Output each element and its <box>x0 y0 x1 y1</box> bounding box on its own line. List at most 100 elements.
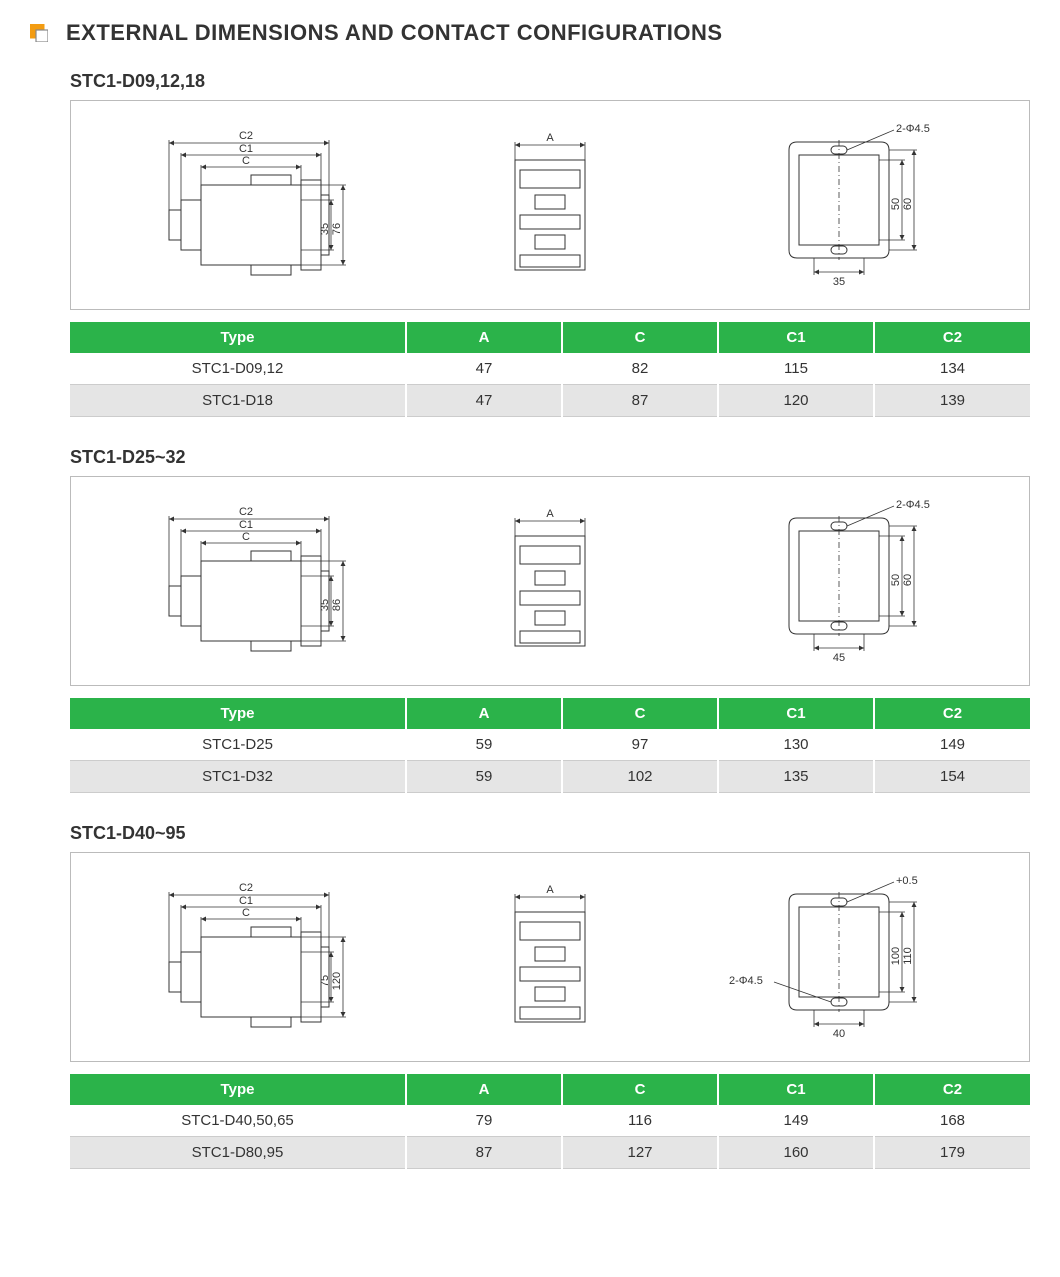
table-header: C <box>562 322 718 353</box>
svg-text:C1: C1 <box>239 143 253 155</box>
svg-text:C1: C1 <box>239 895 253 907</box>
table-cell: 149 <box>874 729 1030 761</box>
table-header: C2 <box>874 1074 1030 1105</box>
table-cell: 102 <box>562 761 718 793</box>
table-cell: 116 <box>562 1105 718 1137</box>
table-cell: STC1-D25 <box>70 729 406 761</box>
svg-text:75: 75 <box>319 975 331 987</box>
diagram-front-view: A <box>400 506 699 656</box>
table-cell: STC1-D80,95 <box>70 1137 406 1169</box>
svg-text:76: 76 <box>331 223 343 235</box>
table-header: C2 <box>874 698 1030 729</box>
table-header: A <box>406 322 562 353</box>
section-title: STC1-D40~95 <box>70 823 1030 844</box>
diagram-mount-view: +0.5 2-Φ4.5 110100 40 <box>700 872 999 1042</box>
table-cell: 160 <box>718 1137 874 1169</box>
table-cell: 97 <box>562 729 718 761</box>
table-cell: 47 <box>406 353 562 385</box>
table-cell: 154 <box>874 761 1030 793</box>
svg-text:86: 86 <box>331 599 343 611</box>
table-cell: 130 <box>718 729 874 761</box>
table-cell: 168 <box>874 1105 1030 1137</box>
table-header: C <box>562 698 718 729</box>
svg-text:50: 50 <box>890 198 902 210</box>
table-cell: 79 <box>406 1105 562 1137</box>
table-cell: 59 <box>406 761 562 793</box>
table-cell: 87 <box>406 1137 562 1169</box>
svg-text:C2: C2 <box>239 130 253 142</box>
table-row: STC1-D80,9587127160179 <box>70 1137 1030 1169</box>
table-cell: 59 <box>406 729 562 761</box>
diagram-box: C2C1C7635A2-Φ4.5605035 <box>70 100 1030 310</box>
dimensions-table: TypeACC1C2STC1-D09,124782115134STC1-D184… <box>70 322 1030 417</box>
table-cell: 134 <box>874 353 1030 385</box>
svg-text:+0.5: +0.5 <box>896 875 918 887</box>
table-header: C1 <box>718 322 874 353</box>
svg-text:C2: C2 <box>239 882 253 894</box>
table-header: A <box>406 698 562 729</box>
svg-text:100: 100 <box>890 947 902 965</box>
table-header: C1 <box>718 698 874 729</box>
table-row: STC1-D09,124782115134 <box>70 353 1030 385</box>
svg-text:C: C <box>242 907 250 919</box>
table-cell: 82 <box>562 353 718 385</box>
table-cell: STC1-D32 <box>70 761 406 793</box>
svg-text:C: C <box>242 155 250 167</box>
diagram-box: C2C1C 12075 A +0.5 2-Φ4.5 110100 40 <box>70 852 1030 1062</box>
table-row: STC1-D184787120139 <box>70 385 1030 417</box>
section: STC1-D09,12,18C2C1C7635A2-Φ4.5605035Type… <box>30 71 1030 417</box>
svg-text:A: A <box>546 508 554 520</box>
table-cell: 127 <box>562 1137 718 1169</box>
table-header: Type <box>70 698 406 729</box>
svg-text:35: 35 <box>833 276 845 288</box>
diagram-front-view: A <box>400 130 699 280</box>
table-header: C2 <box>874 322 1030 353</box>
dimensions-table: TypeACC1C2STC1-D255997130149STC1-D325910… <box>70 698 1030 793</box>
table-cell: 47 <box>406 385 562 417</box>
diagram-side-view: C2C1C 12075 <box>101 877 400 1037</box>
svg-text:2-Φ4.5: 2-Φ4.5 <box>896 499 930 511</box>
svg-text:A: A <box>546 884 554 896</box>
table-header: A <box>406 1074 562 1105</box>
table-row: STC1-D3259102135154 <box>70 761 1030 793</box>
table-header: Type <box>70 1074 406 1105</box>
table-cell: 179 <box>874 1137 1030 1169</box>
diagram-mount-view: 2-Φ4.5 6050 35 <box>700 120 999 290</box>
table-cell: 115 <box>718 353 874 385</box>
table-row: STC1-D40,50,6579116149168 <box>70 1105 1030 1137</box>
svg-text:35: 35 <box>319 599 331 611</box>
svg-text:60: 60 <box>902 198 914 210</box>
table-header: C <box>562 1074 718 1105</box>
svg-text:45: 45 <box>833 652 845 664</box>
page-title: EXTERNAL DIMENSIONS AND CONTACT CONFIGUR… <box>66 20 723 46</box>
table-cell: 149 <box>718 1105 874 1137</box>
svg-text:35: 35 <box>319 223 331 235</box>
table-cell: STC1-D09,12 <box>70 353 406 385</box>
table-header: C1 <box>718 1074 874 1105</box>
diagram-side-view: C2C1C8635 <box>101 501 400 661</box>
svg-text:C2: C2 <box>239 506 253 518</box>
svg-text:50: 50 <box>890 574 902 586</box>
diagram-front-view: A <box>400 882 699 1032</box>
svg-text:2-Φ4.5: 2-Φ4.5 <box>896 123 930 135</box>
diagram-box: C2C1C8635A2-Φ4.5605045 <box>70 476 1030 686</box>
svg-text:40: 40 <box>833 1028 845 1040</box>
svg-text:120: 120 <box>331 972 343 990</box>
svg-text:2-Φ4.5: 2-Φ4.5 <box>729 975 763 987</box>
svg-text:A: A <box>546 132 554 144</box>
dimensions-table: TypeACC1C2STC1-D40,50,6579116149168STC1-… <box>70 1074 1030 1169</box>
table-cell: STC1-D18 <box>70 385 406 417</box>
diagram-mount-view: 2-Φ4.5605045 <box>700 496 999 666</box>
svg-text:110: 110 <box>902 947 914 965</box>
section-title: STC1-D09,12,18 <box>70 71 1030 92</box>
table-cell: STC1-D40,50,65 <box>70 1105 406 1137</box>
section: STC1-D40~95C2C1C12075A+0.52-Φ4.511010040… <box>30 823 1030 1169</box>
table-header: Type <box>70 322 406 353</box>
section: STC1-D25~32C2C1C8635A2-Φ4.5605045TypeACC… <box>30 447 1030 793</box>
title-icon <box>30 24 48 42</box>
section-title: STC1-D25~32 <box>70 447 1030 468</box>
diagram-side-view: C2C1C 7635 <box>101 125 400 285</box>
table-cell: 87 <box>562 385 718 417</box>
table-cell: 120 <box>718 385 874 417</box>
page-title-row: EXTERNAL DIMENSIONS AND CONTACT CONFIGUR… <box>30 20 1030 46</box>
